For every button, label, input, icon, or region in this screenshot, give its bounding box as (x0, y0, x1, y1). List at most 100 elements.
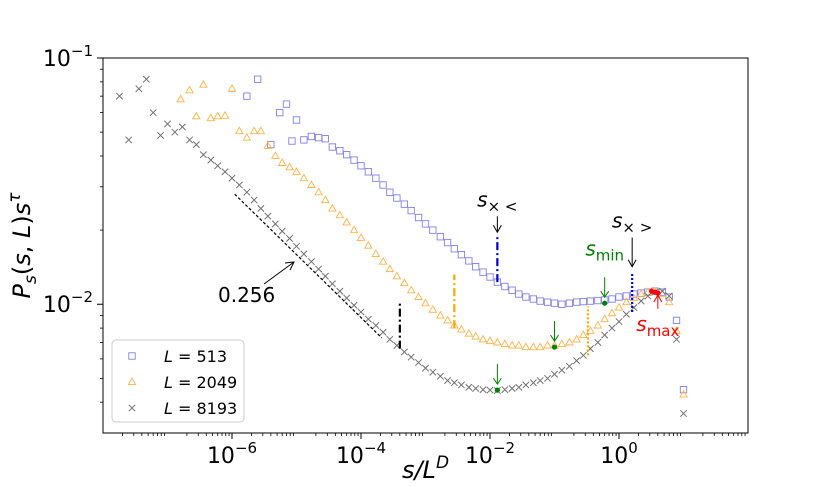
legend: L = 513 L = 2049 L = 8193 (111, 339, 245, 423)
data-point (176, 94, 186, 103)
data-point (207, 156, 215, 164)
annotation-arrowhead-sxgt (627, 259, 637, 268)
data-point (221, 168, 229, 176)
data-point (186, 136, 194, 144)
max-point-2 (655, 290, 661, 296)
data-point (679, 409, 688, 418)
data-point (443, 315, 452, 324)
data-point (350, 301, 358, 309)
data-point (249, 126, 259, 135)
data-point (342, 217, 352, 226)
data-point (465, 257, 473, 265)
reference-arrow (263, 261, 295, 285)
data-point (343, 294, 351, 302)
data-point (254, 75, 262, 83)
data-point (285, 162, 294, 171)
data-point (406, 285, 416, 294)
min-arrowhead-0 (492, 377, 502, 386)
legend-marker (128, 352, 136, 360)
data-point (364, 315, 372, 323)
data-point (171, 128, 179, 136)
data-point (292, 167, 301, 175)
data-point (565, 362, 573, 370)
data-point (664, 297, 674, 306)
data-point (314, 187, 323, 196)
data-point (142, 75, 150, 83)
y-tick-label: 10−2 (43, 288, 93, 318)
data-point (457, 381, 465, 389)
data-point (508, 384, 516, 393)
data-point (514, 340, 524, 349)
data-point (508, 286, 516, 294)
legend-label: L = 513 (164, 347, 227, 366)
data-point (615, 293, 623, 301)
data-point (321, 272, 329, 280)
data-point (543, 374, 552, 382)
x-tick-label: 10−4 (336, 439, 386, 469)
data-point (457, 251, 466, 259)
data-point (421, 364, 430, 372)
data-point (299, 173, 309, 182)
data-point (679, 389, 688, 398)
data-point (213, 111, 223, 120)
data-point (492, 337, 502, 346)
data-point (472, 384, 480, 393)
data-point (501, 386, 509, 394)
data-point (558, 300, 566, 308)
data-point (257, 204, 265, 212)
data-point (363, 240, 373, 249)
x-tick-label: 10−2 (465, 439, 515, 469)
annotation-smax: smax (636, 312, 679, 340)
annotation-arrowhead-smax (653, 294, 663, 303)
data-point (270, 151, 280, 160)
data-point (543, 340, 552, 349)
legend-marker (128, 404, 136, 412)
plot-frame (102, 57, 749, 434)
data-point (593, 320, 603, 329)
data-point (630, 290, 638, 298)
data-point (672, 326, 681, 334)
data-point (321, 135, 329, 143)
data-point (672, 335, 681, 343)
data-point (407, 206, 415, 215)
data-point (227, 84, 237, 92)
data-point (263, 141, 273, 149)
data-point (573, 357, 581, 365)
data-point (399, 278, 409, 287)
data-point (307, 132, 316, 141)
data-point (300, 250, 308, 258)
data-point (191, 111, 201, 120)
data-point (450, 379, 458, 387)
data-point (629, 293, 639, 302)
data-point (444, 376, 452, 385)
data-point (385, 264, 395, 273)
data-point (414, 213, 423, 222)
data-point (277, 158, 287, 166)
min-point-1 (551, 344, 558, 350)
data-point (672, 316, 681, 325)
data-point (149, 109, 157, 117)
data-point (429, 226, 437, 234)
series-1 (176, 79, 688, 398)
data-point (578, 330, 588, 339)
data-point (400, 348, 408, 356)
annotation-sxgt: s× > (612, 208, 652, 236)
data-point (528, 342, 538, 351)
reference-arrowhead (284, 261, 295, 271)
annotation-arrowhead-sxlt (492, 225, 502, 234)
data-point (550, 370, 559, 378)
data-point (307, 258, 315, 266)
data-point (622, 310, 630, 318)
data-point (486, 386, 494, 394)
data-point (357, 308, 365, 316)
data-point (665, 292, 673, 300)
data-point (125, 136, 133, 144)
data-point (621, 297, 631, 306)
data-point (565, 299, 574, 307)
data-point (343, 151, 351, 159)
data-point (479, 386, 487, 394)
x-tick-label: 10−6 (207, 439, 257, 469)
data-point (242, 132, 252, 141)
data-point (300, 136, 308, 144)
